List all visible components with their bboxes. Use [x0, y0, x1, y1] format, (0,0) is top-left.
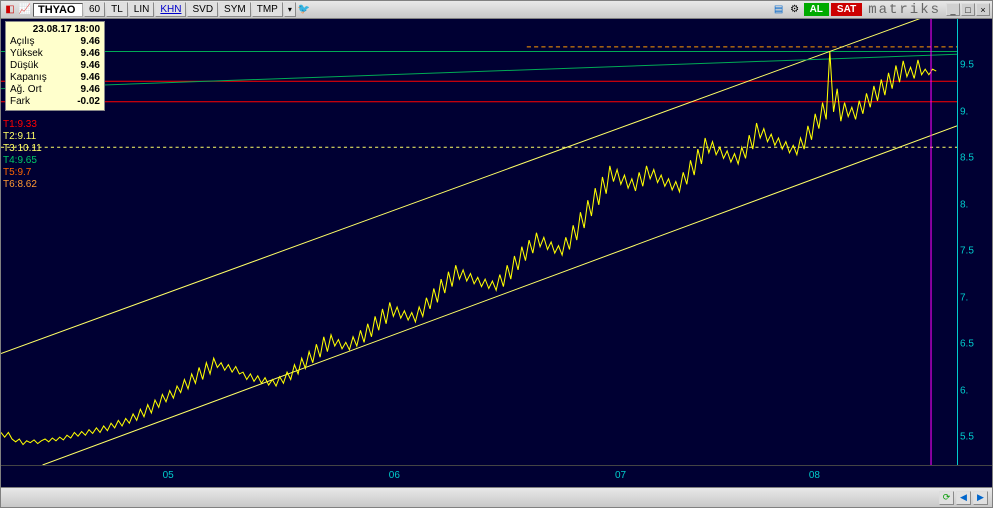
- bottom-bar: ⟳ ◀ ▶: [1, 487, 992, 507]
- chart-area: 23.08.17 18:00 Açılış 9.46 Yüksek 9.46 Düş…: [1, 19, 992, 465]
- tool-icon-1[interactable]: ▤: [772, 3, 786, 17]
- y-tick-label: 9.5: [960, 60, 974, 71]
- ohlc-panel: 23.08.17 18:00 Açılış 9.46 Yüksek 9.46 Düş…: [5, 21, 105, 111]
- x-tick-label: 06: [389, 470, 400, 481]
- ohlc-close: 9.46: [81, 72, 100, 84]
- ohlc-open-label: Açılış: [10, 36, 34, 48]
- brand-logo: matriks: [864, 2, 945, 18]
- tool-icon-2[interactable]: ⚙: [788, 3, 802, 17]
- trendline-label: T6:8.62: [3, 179, 42, 191]
- symbol-field[interactable]: THYAO: [33, 3, 83, 17]
- chart-icon: 📈: [18, 3, 32, 17]
- y-tick-label: 8.: [960, 199, 968, 210]
- y-tick-label: 7.: [960, 292, 968, 303]
- interval-button[interactable]: 60: [84, 2, 105, 17]
- trendline-label: T3:10.11: [3, 143, 42, 155]
- ohlc-high-label: Yüksek: [10, 48, 43, 60]
- scroll-left-button[interactable]: ◀: [956, 491, 971, 505]
- dropdown-icon[interactable]: ▾: [284, 2, 296, 17]
- ohlc-datetime: 23.08.17 18:00: [33, 24, 100, 36]
- buy-button[interactable]: AL: [804, 3, 829, 16]
- tmp-button[interactable]: TMP: [252, 2, 283, 17]
- x-tick-label: 05: [163, 470, 174, 481]
- ohlc-avg-label: Ağ. Ort: [10, 84, 42, 96]
- close-button[interactable]: ×: [976, 3, 990, 16]
- x-axis: 05 06 07 08: [1, 465, 992, 487]
- minimize-button[interactable]: _: [946, 3, 960, 16]
- ohlc-close-label: Kapanış: [10, 72, 47, 84]
- trendline-values: T1:9.33T2:9.11T3:10.11T4:9.65T5:9.7T6:8.…: [3, 119, 42, 191]
- lin-button[interactable]: LIN: [129, 2, 155, 17]
- y-tick-label: 8.5: [960, 153, 974, 164]
- sell-button[interactable]: SAT: [831, 3, 862, 16]
- ohlc-diff: -0.02: [77, 96, 100, 108]
- y-tick-label: 7.5: [960, 246, 974, 257]
- trendline-label: T5:9.7: [3, 167, 42, 179]
- toolbar: ◧ 📈 THYAO 60 TL LIN KHN SVD SYM TMP ▾ 🐦 …: [1, 1, 992, 19]
- y-tick-label: 6.: [960, 385, 968, 396]
- app-icon: ◧: [3, 3, 17, 17]
- twitter-icon[interactable]: 🐦: [297, 3, 311, 17]
- refresh-button[interactable]: ⟳: [939, 491, 954, 505]
- ohlc-low: 9.46: [81, 60, 100, 72]
- svd-button[interactable]: SVD: [187, 2, 218, 17]
- y-tick-label: 6.5: [960, 339, 974, 350]
- x-tick-label: 08: [809, 470, 820, 481]
- trendline-label: T2:9.11: [3, 131, 42, 143]
- ohlc-open: 9.46: [81, 36, 100, 48]
- y-axis: 5.5 6. 6.5 7. 7.5 8. 8.5 9. 9.5: [957, 19, 992, 465]
- price-plot: [1, 19, 957, 465]
- ohlc-diff-label: Fark: [10, 96, 30, 108]
- sym-button[interactable]: SYM: [219, 2, 251, 17]
- x-tick-label: 07: [615, 470, 626, 481]
- tl-button[interactable]: TL: [106, 2, 128, 17]
- y-tick-label: 9.: [960, 106, 968, 117]
- ohlc-low-label: Düşük: [10, 60, 38, 72]
- trendline-label: T4:9.65: [3, 155, 42, 167]
- y-tick-label: 5.5: [960, 432, 974, 443]
- ohlc-high: 9.46: [81, 48, 100, 60]
- maximize-button[interactable]: □: [961, 3, 975, 16]
- scroll-right-button[interactable]: ▶: [973, 491, 988, 505]
- khn-button[interactable]: KHN: [155, 2, 186, 17]
- chart-canvas[interactable]: 23.08.17 18:00 Açılış 9.46 Yüksek 9.46 Düş…: [1, 19, 957, 465]
- ohlc-avg: 9.46: [81, 84, 100, 96]
- trendline-label: T1:9.33: [3, 119, 42, 131]
- chart-window: ◧ 📈 THYAO 60 TL LIN KHN SVD SYM TMP ▾ 🐦 …: [0, 0, 993, 508]
